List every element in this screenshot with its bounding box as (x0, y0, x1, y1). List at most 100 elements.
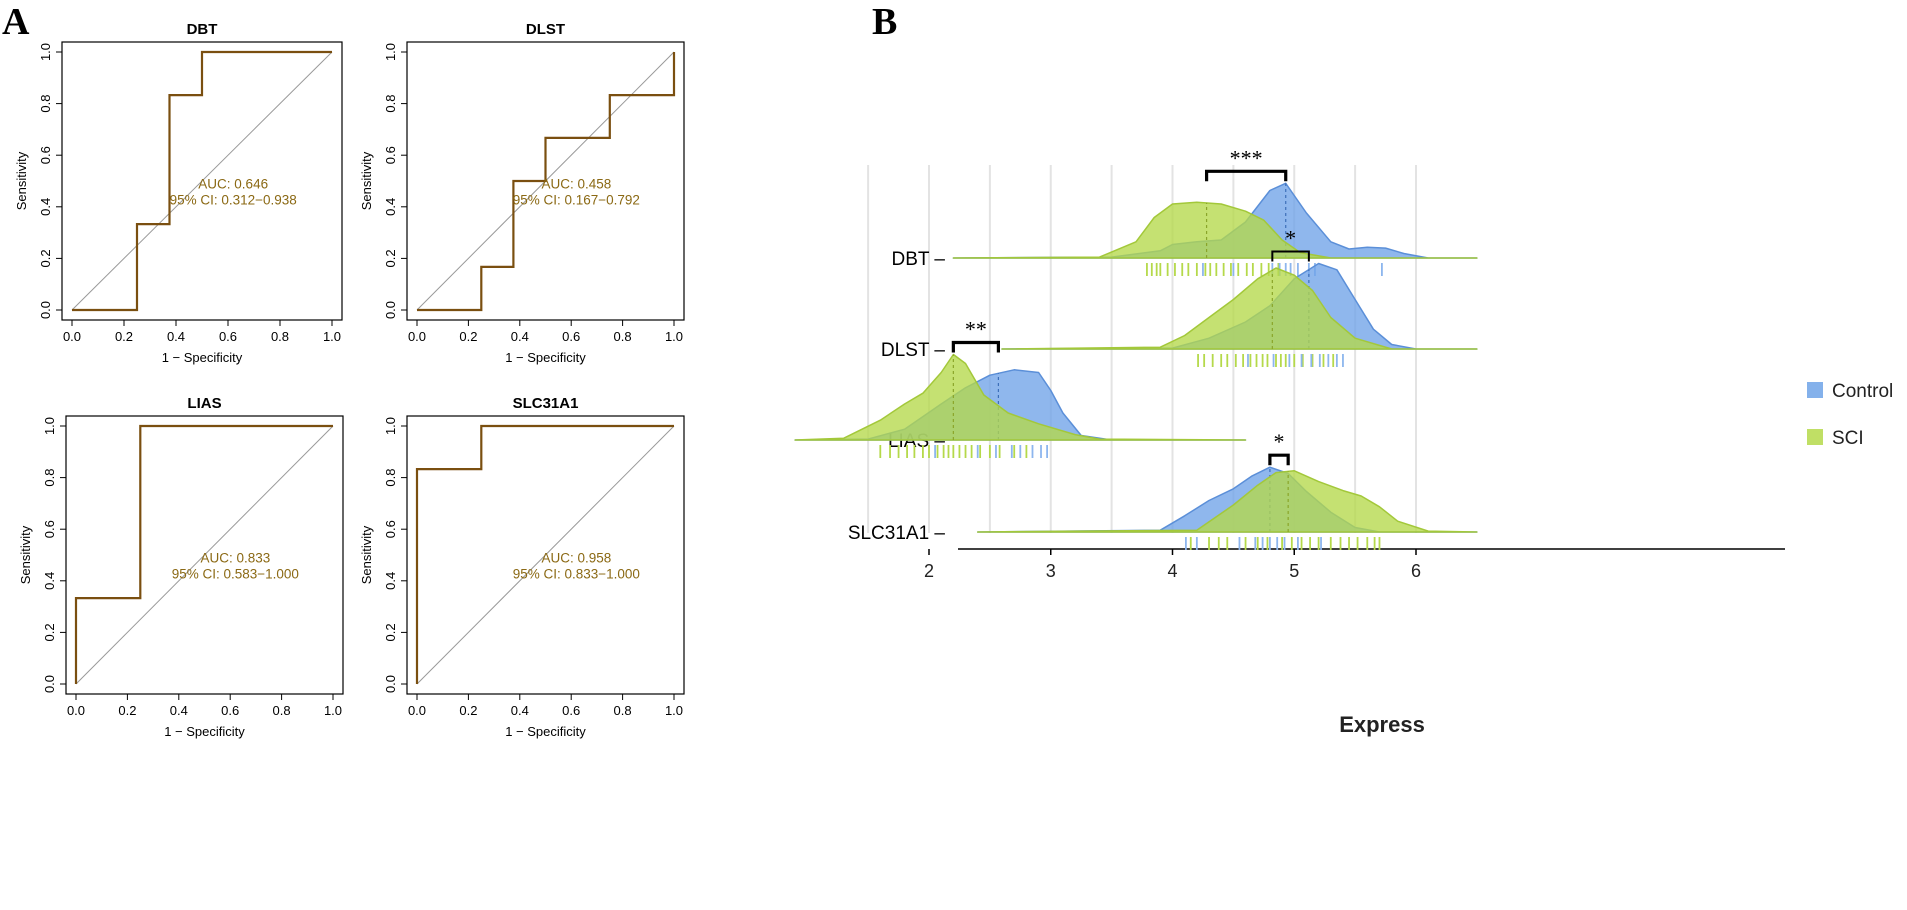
roc-curve-lias (74, 424, 333, 684)
roc-panels: DBT 0.0 0.0 0.2 0.2 0.4 0.4 0.6 0.6 0.8 0.8 1.0 1.0 1… (14, 21, 685, 739)
x-tick-label: 0.4 (511, 329, 529, 344)
x-tick-label: 0.2 (118, 703, 136, 718)
legend: Control SCI (1807, 381, 1893, 449)
y-tick-label: 1.0 (383, 43, 398, 61)
density-sci-dbt (952, 201, 1478, 259)
auc-label: AUC: 0.646 (198, 177, 268, 192)
x-tick-label: 0.0 (67, 703, 85, 718)
significance-label: * (1274, 429, 1285, 454)
legend-label-sci: SCI (1832, 428, 1864, 449)
x-tick-label: 0.2 (459, 703, 477, 718)
y-axis-label: Sensitivity (359, 525, 374, 584)
category-label-slc31a1: SLC31A1 – (848, 523, 946, 544)
density-sci-slc31a1 (976, 470, 1478, 533)
x-tick-label: 4 (1167, 561, 1177, 581)
significance-bracket (1204, 169, 1288, 182)
ridge-lias: LIAS –** (794, 317, 1247, 458)
ci-label: 95% CI: 0.833−1.000 (513, 567, 640, 582)
x-tick-label: 0.8 (273, 703, 291, 718)
significance-bracket (1268, 453, 1290, 466)
y-axis-label: Sensitivity (18, 525, 33, 584)
category-label-dlst: DLST – (881, 340, 946, 361)
roc-title-dlst: DLST (526, 21, 565, 38)
x-axis-label: Express (1339, 712, 1425, 737)
x-tick-label: 0.4 (170, 703, 188, 718)
ridge-dlst: DLST – * (881, 226, 1478, 367)
y-tick-label: 1.0 (42, 417, 57, 435)
significance-label: ** (965, 317, 987, 342)
ci-label: 95% CI: 0.312−0.938 (170, 193, 297, 208)
y-tick-label: 0.4 (38, 198, 53, 216)
significance-label: * (1285, 226, 1296, 251)
x-tick-label: 0.6 (221, 703, 239, 718)
legend-label-control: Control (1832, 381, 1893, 402)
significance-bracket (1271, 250, 1310, 262)
ridge-dbt: DBT – *** (891, 145, 1478, 276)
significance-label: *** (1230, 145, 1263, 170)
roc-curve-slc31a1 (415, 424, 674, 684)
y-tick-label: 1.0 (383, 417, 398, 435)
legend-swatch-control (1807, 382, 1823, 398)
ci-label: 95% CI: 0.583−1.000 (172, 567, 299, 582)
x-tick-label: 0.0 (408, 329, 426, 344)
roc-frame (61, 41, 343, 321)
x-tick-label: 1.0 (665, 703, 683, 718)
legend-swatch-sci (1807, 429, 1823, 445)
x-tick-label: 0.8 (271, 329, 289, 344)
y-tick-label: 0.2 (42, 623, 57, 641)
category-label-dbt: DBT – (891, 249, 945, 270)
roc-plot-dbt: DBT 0.0 0.0 0.2 0.2 0.4 0.4 0.6 0.6 0.8 0.8 1.0 1.0 1… (14, 21, 343, 365)
x-tick-label: 1.0 (323, 329, 341, 344)
y-tick-label: 0.8 (383, 469, 398, 487)
y-tick-label: 0.6 (42, 520, 57, 538)
x-tick-label: 0.4 (167, 329, 185, 344)
x-tick-label: 5 (1289, 561, 1299, 581)
y-axis-label: Sensitivity (359, 151, 374, 210)
x-tick-label: 6 (1411, 561, 1421, 581)
roc-plot-lias: LIAS 0.0 0.0 0.2 0.2 0.4 0.4 0.6 0.6 0.8 0.8 1.0 1.0… (18, 395, 344, 739)
y-tick-label: 0.0 (383, 301, 398, 319)
roc-curve-dbt (72, 50, 332, 312)
x-axis-label: 1 − Specificity (164, 724, 245, 739)
y-tick-label: 0.0 (38, 301, 53, 319)
y-tick-label: 0.6 (383, 146, 398, 164)
roc-plot-slc31a1: SLC31A1 0.0 0.0 0.2 0.2 0.4 0.4 0.6 0.6 0.8 0.8 1.0… (359, 395, 685, 739)
y-axis-label: Sensitivity (14, 151, 29, 210)
density-sci-lias (794, 353, 1247, 441)
panel-label-b: B (872, 1, 897, 43)
y-tick-label: 0.0 (42, 675, 57, 693)
x-tick-label: 3 (1046, 561, 1056, 581)
y-tick-label: 0.6 (38, 146, 53, 164)
y-tick-label: 0.2 (383, 249, 398, 267)
y-tick-label: 0.8 (383, 95, 398, 113)
roc-reference-diagonal (71, 51, 333, 311)
x-tick-label: 0.8 (614, 703, 632, 718)
roc-title-slc31a1: SLC31A1 (513, 395, 579, 412)
y-tick-label: 0.6 (383, 520, 398, 538)
x-tick-label: 1.0 (665, 329, 683, 344)
panel-label-a: A (2, 1, 30, 43)
x-tick-label: 0.4 (511, 703, 529, 718)
y-tick-label: 0.0 (383, 675, 398, 693)
y-tick-label: 0.8 (42, 469, 57, 487)
auc-label: AUC: 0.833 (200, 551, 270, 566)
roc-curve-dlst (417, 52, 676, 312)
x-axis-label: 1 − Specificity (505, 350, 586, 365)
x-tick-label: 0.0 (408, 703, 426, 718)
x-tick-label: 1.0 (324, 703, 342, 718)
y-tick-label: 0.4 (383, 572, 398, 590)
roc-frame (65, 415, 344, 695)
density-sci-dlst (1001, 267, 1478, 350)
x-tick-label: 2 (924, 561, 934, 581)
ci-label: 95% CI: 0.167−0.792 (513, 193, 640, 208)
x-axis-label: 1 − Specificity (162, 350, 243, 365)
roc-frame (406, 415, 685, 695)
roc-reference-diagonal (75, 425, 334, 685)
roc-title-lias: LIAS (187, 395, 221, 412)
y-tick-label: 1.0 (38, 43, 53, 61)
x-tick-label: 0.6 (562, 703, 580, 718)
x-tick-label: 0.2 (459, 329, 477, 344)
significance-bracket (951, 340, 1000, 353)
